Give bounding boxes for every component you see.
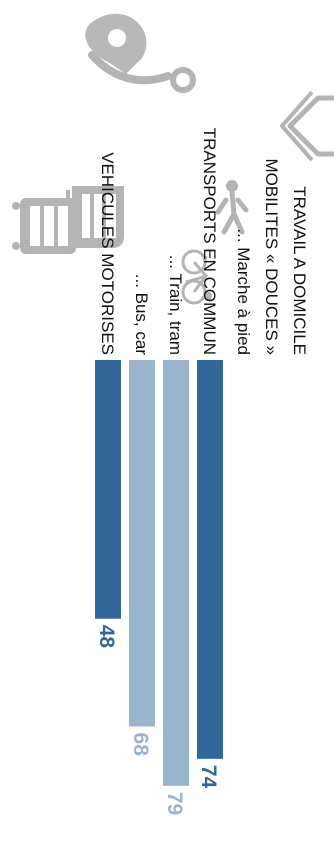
value-label-train-tram: 79 [163, 792, 186, 815]
map-pin-logo [85, 14, 193, 90]
house-icon [282, 92, 334, 160]
category-label-train-tram: ... Train, tram [166, 255, 185, 355]
category-labels: TRAVAIL A DOMICILE MOBILITES « DOUCES »..… [98, 128, 309, 356]
value-label-transports-en-commun: 74 [197, 765, 220, 789]
chart-content: TRAVAIL A DOMICILE MOBILITES « DOUCES »..… [12, 92, 334, 815]
bar-vehicules-motorises [95, 360, 121, 619]
value-label-bus-car: 68 [129, 733, 152, 757]
bar-train-tram [163, 360, 189, 786]
bar-bus-car [129, 360, 155, 727]
category-label-bus-car: ... Bus, car [132, 274, 151, 356]
category-label-marche-a-pied: ... Marche à pied [234, 228, 253, 355]
value-label-vehicules-motorises: 48 [95, 625, 118, 649]
category-label-mobilites-douces: MOBILITES « DOUCES » [262, 159, 281, 356]
category-label-vehicules-motorises: VEHICULES MOTORISES [98, 152, 117, 355]
category-label-travail-a-domicile: TRAVAIL A DOMICILE [290, 186, 309, 355]
bars [95, 360, 223, 786]
category-label-transports-en-commun: TRANSPORTS EN COMMUN [200, 128, 219, 355]
bus-icon [12, 198, 76, 254]
pedestrian-icon [218, 180, 246, 232]
bar-transports-en-commun [197, 360, 223, 759]
